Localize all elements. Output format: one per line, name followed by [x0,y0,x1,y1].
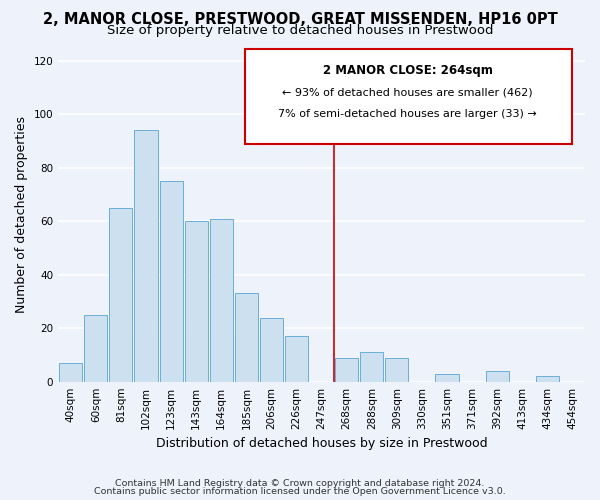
Bar [360,352,383,382]
Bar [260,318,283,382]
Bar [160,181,182,382]
Text: 7% of semi-detached houses are larger (33) →: 7% of semi-detached houses are larger (3… [278,110,537,120]
Text: 2 MANOR CLOSE: 264sqm: 2 MANOR CLOSE: 264sqm [323,64,493,78]
Bar [335,358,358,382]
Bar [84,315,107,382]
Bar [185,222,208,382]
Bar [285,336,308,382]
Text: ← 93% of detached houses are smaller (462): ← 93% of detached houses are smaller (46… [282,88,533,98]
Bar [485,371,509,382]
Text: 2, MANOR CLOSE, PRESTWOOD, GREAT MISSENDEN, HP16 0PT: 2, MANOR CLOSE, PRESTWOOD, GREAT MISSEND… [43,12,557,28]
Bar [536,376,559,382]
Bar [59,363,82,382]
Y-axis label: Number of detached properties: Number of detached properties [15,116,28,313]
Text: Contains HM Land Registry data © Crown copyright and database right 2024.: Contains HM Land Registry data © Crown c… [115,478,485,488]
Bar [385,358,409,382]
Text: Contains public sector information licensed under the Open Government Licence v3: Contains public sector information licen… [94,487,506,496]
Bar [436,374,458,382]
Bar [235,294,258,382]
Bar [134,130,158,382]
Bar [209,218,233,382]
Text: Size of property relative to detached houses in Prestwood: Size of property relative to detached ho… [107,24,493,37]
FancyBboxPatch shape [245,49,572,144]
X-axis label: Distribution of detached houses by size in Prestwood: Distribution of detached houses by size … [156,437,487,450]
Bar [109,208,133,382]
